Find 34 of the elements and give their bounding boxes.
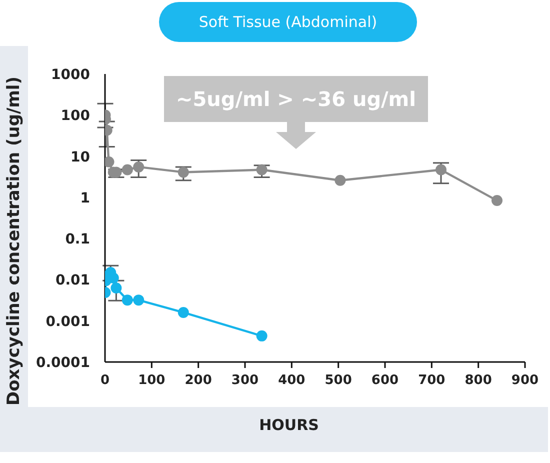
y-tick-label: 100 <box>60 108 90 124</box>
x-tick-label: 400 <box>278 373 306 388</box>
x-tick-label: 500 <box>324 373 352 388</box>
point <box>178 166 189 178</box>
point <box>122 164 133 176</box>
point <box>110 282 122 294</box>
x-tick-label: 100 <box>138 373 166 388</box>
y-axis-title: Doxycycline concentration (ug/ml) <box>4 76 24 406</box>
x-tick-label: 900 <box>511 373 539 388</box>
y-tick-label: 10 <box>70 149 90 166</box>
point <box>436 164 446 176</box>
y-tick-label: 1 <box>80 190 90 206</box>
point <box>178 306 189 318</box>
point <box>334 174 346 186</box>
x-tick-label: 0 <box>100 373 110 388</box>
x-tick-label: 600 <box>371 373 399 388</box>
x-tick-label: 300 <box>231 373 259 388</box>
point <box>492 195 502 206</box>
point <box>256 164 268 176</box>
point <box>256 330 268 342</box>
chart-title: Soft Tissue (Abdominal) <box>159 2 417 42</box>
annotation: ~5ug/ml > ~36 ug/ml <box>164 76 428 122</box>
y-tick-label: 0.0001 <box>36 354 90 371</box>
point <box>133 161 144 172</box>
x-tick-label: 800 <box>464 373 492 388</box>
point <box>122 294 133 306</box>
point <box>133 294 144 306</box>
y-tick-label: 1000 <box>51 66 90 83</box>
x-tick-label: 200 <box>184 373 212 388</box>
x-axis-title: HOURS <box>258 416 320 434</box>
x-tick-label: 700 <box>418 373 446 388</box>
y-tick-label: 0.001 <box>46 314 90 330</box>
y-tick-label: 0.01 <box>55 272 90 289</box>
y-tick-label: 0.1 <box>65 232 90 248</box>
